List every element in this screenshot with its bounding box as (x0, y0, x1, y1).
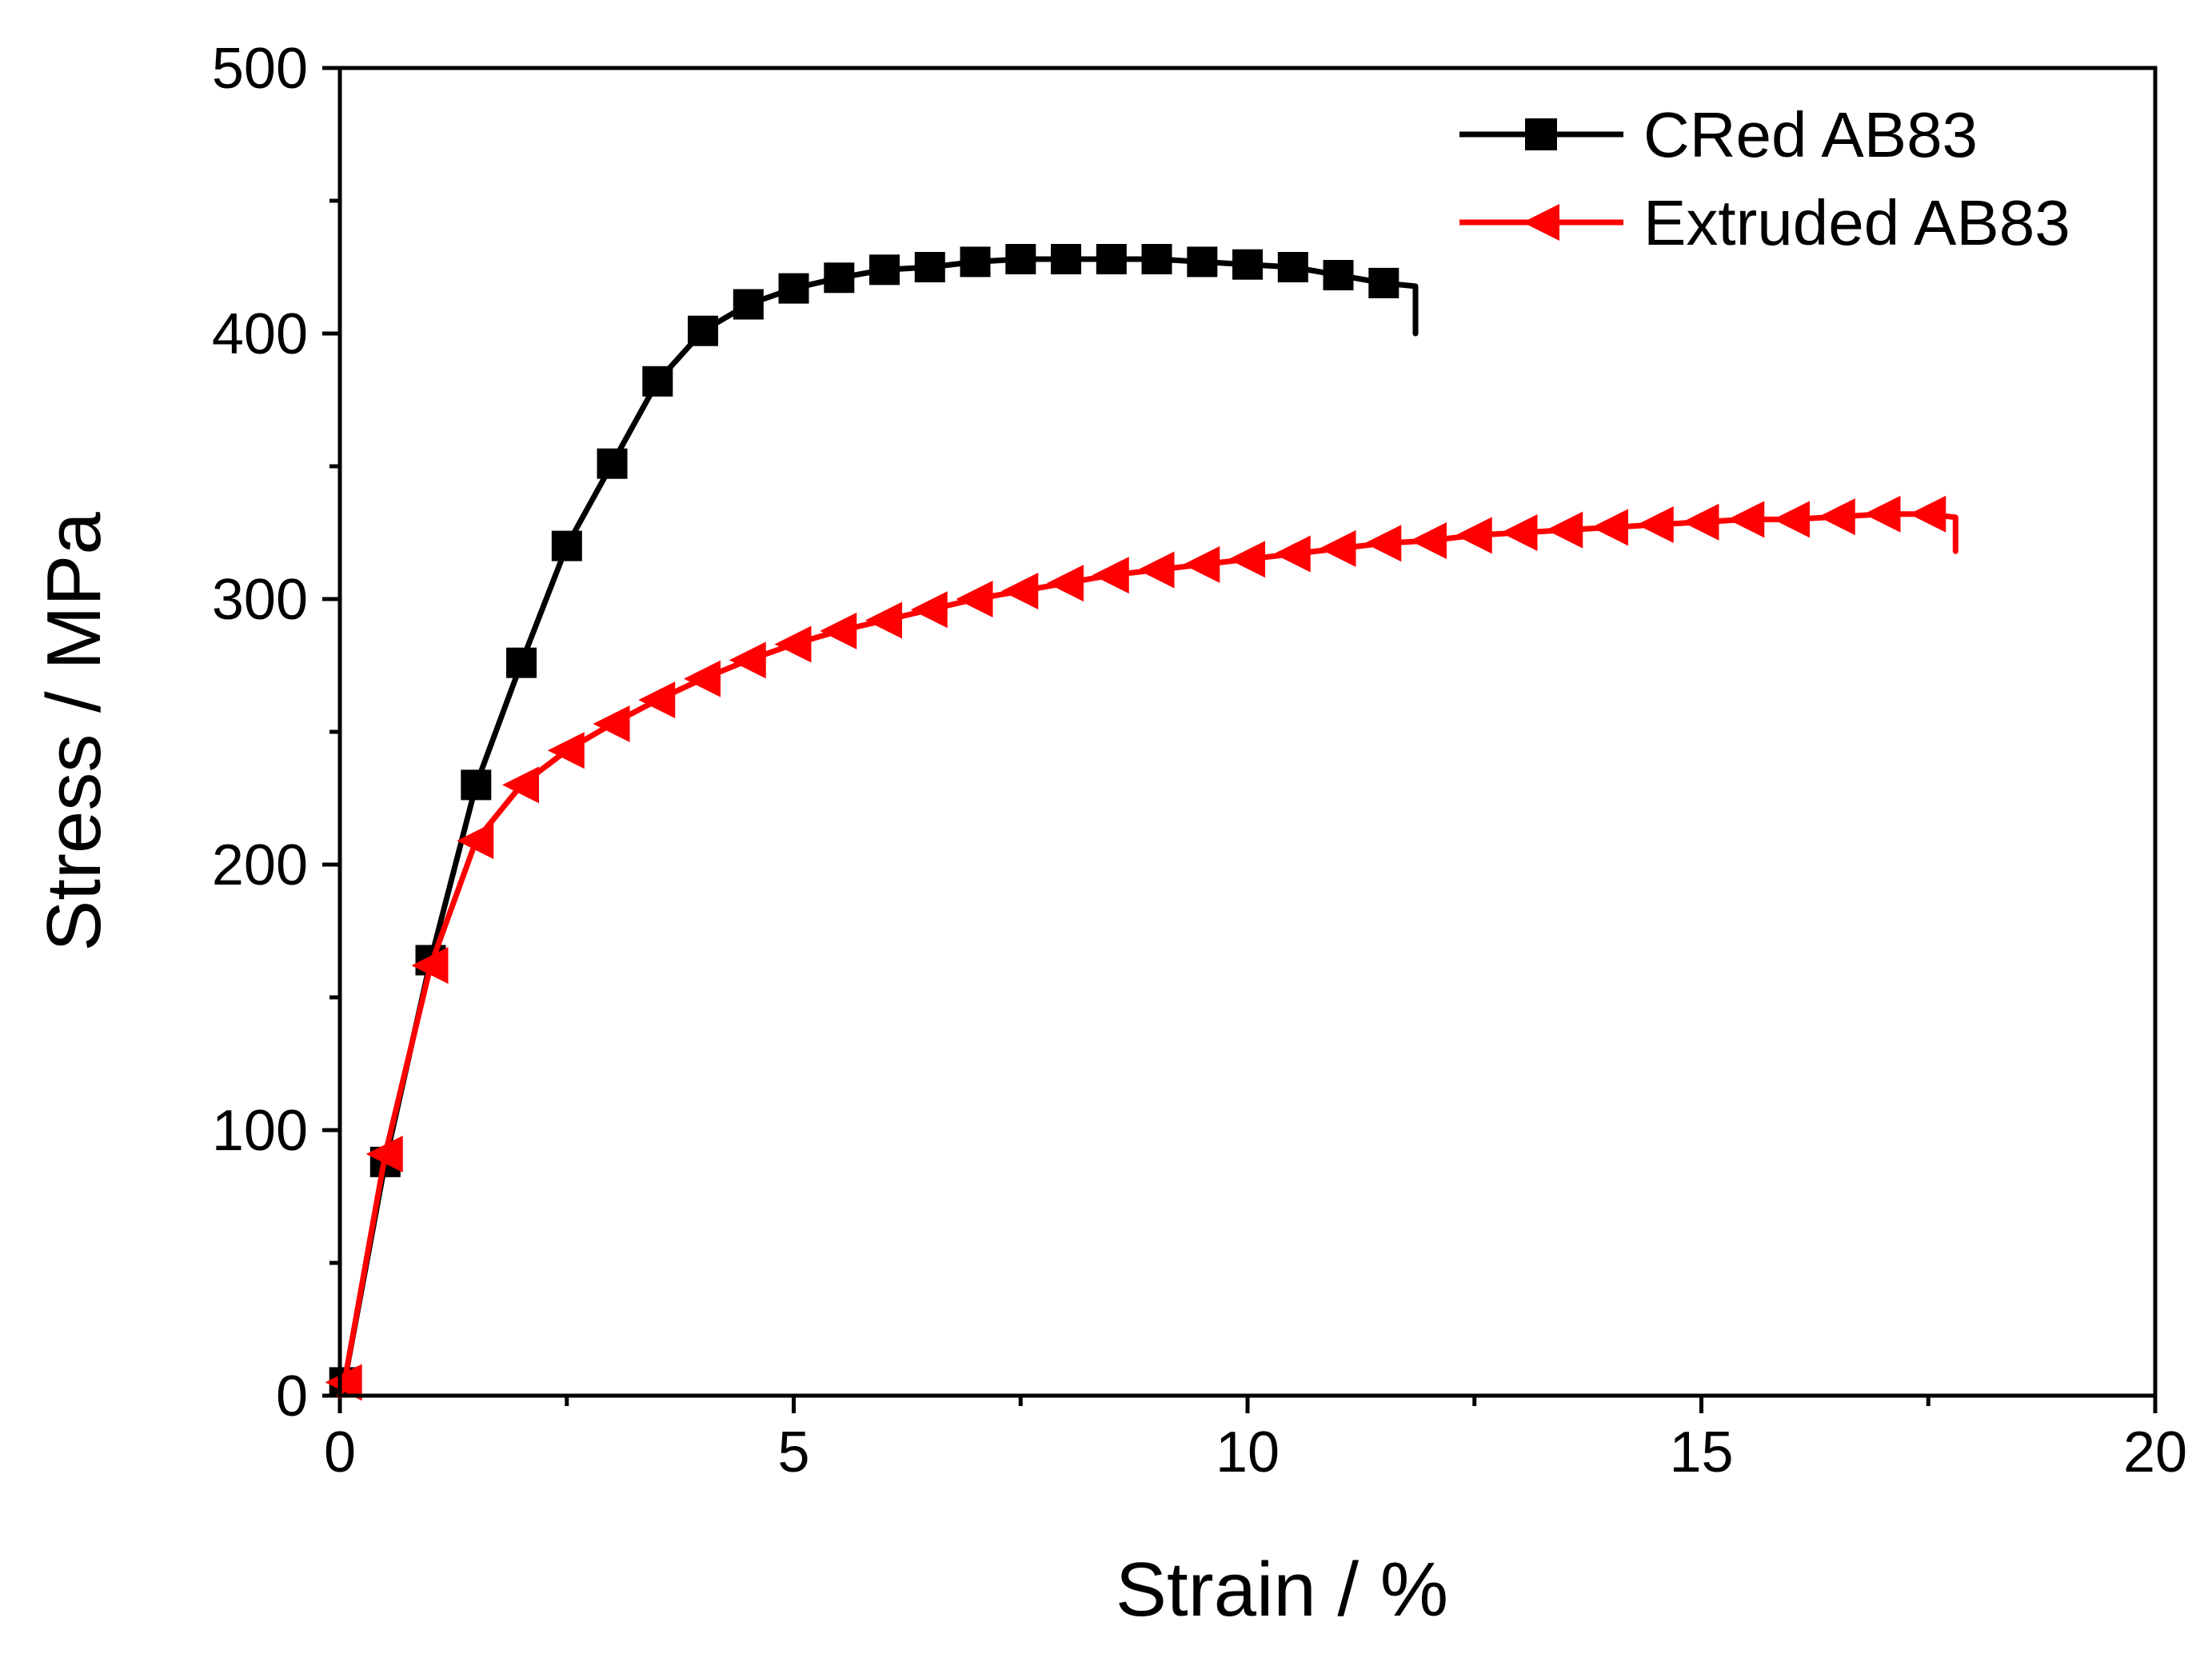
data-point-1-18 (1137, 551, 1175, 589)
data-point-0-23 (1368, 267, 1399, 298)
data-point-1-1 (365, 1135, 403, 1173)
data-point-0-7 (642, 366, 673, 397)
data-point-0-8 (688, 315, 718, 346)
x-tick-label-15: 15 (1669, 1420, 1733, 1484)
data-point-1-30 (1682, 503, 1719, 541)
legend-marker-extruded (1523, 204, 1559, 241)
data-point-1-21 (1273, 535, 1311, 573)
data-point-1-15 (1001, 573, 1039, 610)
y-tick-label-100: 100 (212, 1099, 308, 1163)
data-point-0-19 (1187, 246, 1218, 278)
data-point-0-21 (1277, 252, 1308, 282)
data-point-1-7 (638, 681, 676, 719)
y-tick-label-300: 300 (212, 568, 308, 632)
data-point-0-14 (960, 246, 991, 278)
data-point-1-14 (956, 581, 993, 617)
data-point-1-8 (684, 660, 721, 697)
data-point-1-11 (820, 612, 857, 649)
data-point-0-16 (1051, 244, 1081, 274)
series-1 (325, 495, 1958, 1401)
legend-entry-extruded: Extruded AB83 (1459, 187, 2070, 258)
data-point-1-20 (1228, 541, 1265, 578)
data-point-1-25 (1455, 517, 1492, 554)
x-tick-label-0: 0 (324, 1420, 356, 1484)
y-axis-title: Stress / MPa (31, 512, 117, 952)
y-tick-label-400: 400 (212, 302, 308, 366)
data-point-1-28 (1591, 509, 1628, 546)
data-point-1-31 (1727, 501, 1765, 538)
data-point-0-4 (506, 647, 537, 678)
data-point-1-27 (1546, 511, 1583, 549)
data-point-1-33 (1818, 498, 1855, 536)
data-point-1-5 (547, 732, 585, 769)
y-tick-label-500: 500 (212, 37, 308, 101)
data-point-0-3 (461, 769, 492, 801)
data-point-0-15 (1005, 244, 1036, 274)
data-point-1-24 (1410, 521, 1447, 559)
data-point-1-26 (1500, 514, 1538, 551)
data-point-0-11 (824, 262, 855, 294)
data-point-0-17 (1096, 244, 1127, 274)
y-tick-label-0: 0 (276, 1364, 308, 1428)
data-point-0-20 (1232, 249, 1263, 280)
data-point-1-0 (325, 1364, 362, 1401)
data-point-1-19 (1183, 545, 1220, 583)
data-point-1-4 (502, 766, 539, 804)
data-point-1-9 (729, 641, 766, 679)
data-point-1-10 (774, 625, 812, 663)
series-layer (325, 244, 1958, 1401)
data-point-1-23 (1364, 525, 1402, 562)
data-point-0-5 (551, 530, 582, 561)
x-tick-label-20: 20 (2123, 1420, 2187, 1484)
y-tick-label-200: 200 (212, 833, 308, 897)
data-point-1-3 (457, 822, 494, 860)
x-tick-label-10: 10 (1216, 1420, 1280, 1484)
data-point-0-22 (1323, 260, 1354, 290)
x-axis-title: Strain / % (1116, 1547, 1448, 1632)
data-point-1-22 (1319, 529, 1356, 567)
data-point-0-10 (778, 273, 809, 304)
data-point-1-6 (593, 705, 630, 743)
data-point-0-12 (869, 254, 900, 286)
data-point-0-6 (597, 448, 628, 479)
data-point-0-18 (1141, 244, 1172, 274)
legend-marker-cred (1525, 118, 1557, 150)
data-point-1-13 (910, 591, 948, 629)
data-point-1-16 (1047, 565, 1084, 602)
data-point-0-13 (914, 252, 945, 282)
data-point-1-12 (865, 601, 902, 639)
data-point-1-2 (411, 947, 449, 985)
data-point-1-29 (1636, 506, 1674, 544)
x-tick-label-5: 5 (777, 1420, 809, 1484)
data-point-1-35 (1909, 495, 1946, 533)
data-point-1-34 (1863, 495, 1901, 533)
legend-label-extruded: Extruded AB83 (1643, 187, 2070, 258)
plot-frame (337, 66, 2158, 1398)
data-point-1-32 (1773, 501, 1810, 538)
legend: CRed AB83 Extruded AB83 (1459, 99, 2070, 258)
legend-entry-cred: CRed AB83 (1459, 99, 1978, 170)
data-point-0-9 (733, 289, 764, 320)
legend-label-cred: CRed AB83 (1643, 99, 1978, 170)
data-point-1-17 (1092, 557, 1129, 594)
